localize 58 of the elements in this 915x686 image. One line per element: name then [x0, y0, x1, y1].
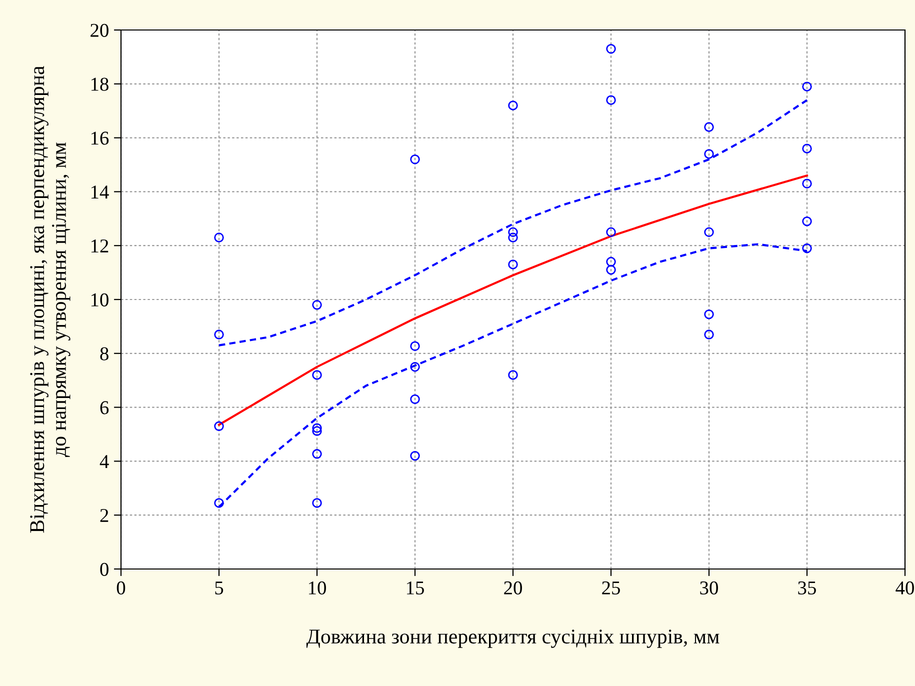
point [312, 449, 322, 459]
point [704, 149, 714, 159]
y-tick-label: 6 [100, 401, 109, 414]
point [508, 100, 518, 110]
point [606, 95, 616, 105]
y-tick-label: 8 [100, 347, 108, 360]
x-tick-label: 35 [798, 581, 816, 594]
x-tick-label: 25 [602, 581, 620, 594]
line-series [218, 99, 808, 346]
point [214, 330, 224, 340]
point [508, 227, 518, 237]
point [704, 227, 714, 237]
point [508, 260, 518, 270]
point [802, 144, 812, 154]
point [802, 82, 812, 92]
point [508, 370, 518, 380]
point [410, 450, 420, 461]
point [606, 44, 616, 54]
x-tick-label: 5 [215, 582, 224, 594]
point [410, 394, 420, 404]
y-tick-label: 4 [100, 455, 109, 468]
point [214, 421, 224, 432]
point [508, 232, 518, 242]
point [214, 498, 224, 508]
point [802, 216, 812, 226]
point [312, 300, 322, 310]
point [410, 154, 420, 164]
point [214, 232, 224, 242]
point [606, 264, 616, 275]
point [312, 370, 322, 380]
y-tick-label: 18 [91, 78, 108, 91]
point [704, 309, 714, 320]
point [312, 426, 322, 436]
point [802, 243, 812, 254]
y-tick-label: 20 [90, 24, 108, 37]
point [704, 122, 714, 132]
y-tick-label: 12 [91, 239, 108, 252]
point [312, 423, 322, 433]
y-tick-label: 14 [91, 186, 109, 198]
y-tick-label: 0 [100, 562, 108, 576]
point [606, 227, 616, 237]
point [704, 330, 714, 340]
x-axis-title: Довжина зони перекриття сусідніх шпурів, мм [306, 630, 720, 648]
x-tick-label: 40 [896, 581, 914, 594]
x-tick-label: 20 [504, 581, 522, 594]
y-tick-label: 16 [91, 132, 109, 145]
y-tick-label: 2 [100, 508, 108, 522]
x-tick-label: 30 [700, 581, 718, 594]
y-axis-title: Відхилення шпурів у площині, яка перпендикулярна до напрямку утворення щілини, мм [30, 66, 70, 533]
point [312, 498, 322, 508]
point [606, 256, 616, 267]
x-tick-label: 0 [116, 581, 126, 594]
point [410, 362, 420, 372]
x-tick-label: 15 [406, 581, 424, 594]
y-tick-label: 10 [91, 293, 108, 306]
x-tick-label: 10 [308, 581, 326, 594]
point [802, 178, 812, 188]
point [410, 341, 420, 351]
